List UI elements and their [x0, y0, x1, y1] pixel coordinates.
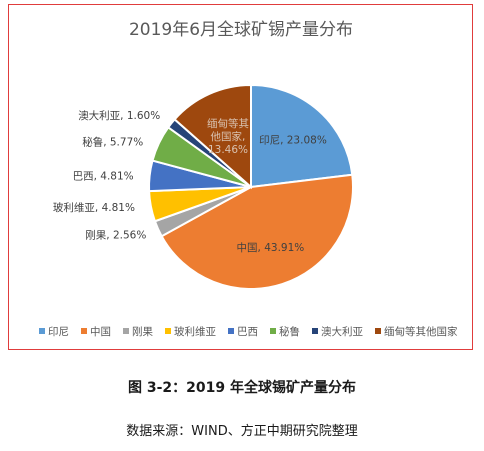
chart-frame: 2019年6月全球矿锡产量分布 印尼, 23.08% 中国, 43.91% 刚果, … — [8, 4, 473, 350]
legend-label-7: 缅甸等其他国家 — [384, 325, 458, 338]
data-label-7: 缅甸等其他国家, 13.46% — [207, 117, 249, 156]
legend-label-5: 秘鲁 — [279, 325, 300, 338]
data-label-1: 中国, 43.91% — [237, 241, 305, 254]
data-label-2: 刚果, 2.56% — [85, 229, 146, 241]
pie-slice-7 — [173, 83, 252, 190]
legend-swatch-5 — [270, 328, 276, 334]
data-label-5: 秘鲁, 5.77% — [82, 136, 143, 149]
legend-label-6: 澳大利亚 — [321, 325, 363, 338]
pie-chart: 2019年6月全球矿锡产量分布 印尼, 23.08% 中国, 43.91% 刚果, … — [39, 20, 458, 338]
figure-caption: 图 3-2：2019 年全球锡矿产量分布 — [127, 380, 356, 396]
legend-label-3: 玻利维亚 — [174, 325, 216, 338]
legend-swatch-6 — [312, 328, 318, 334]
legend-swatch-7 — [375, 328, 381, 334]
data-label-6: 澳大利亚, 1.60% — [78, 109, 160, 122]
data-label-0: 印尼, 23.08% — [259, 135, 327, 147]
pie-slice-1 — [160, 173, 354, 290]
legend-swatch-1 — [81, 328, 87, 334]
figure-source: 数据来源：WIND、方正中期研究院整理 — [126, 424, 358, 439]
legend-swatch-4 — [228, 328, 234, 334]
data-label-4: 巴西, 4.81% — [73, 170, 134, 182]
data-label-3: 玻利维亚, 4.81% — [53, 201, 135, 214]
legend-label-1: 中国 — [90, 325, 111, 338]
legend-label-0: 印尼 — [48, 326, 69, 338]
legend-label-2: 刚果 — [132, 326, 153, 338]
legend-swatch-0 — [39, 328, 45, 334]
legend-swatch-2 — [123, 328, 129, 334]
pie-slice-0 — [250, 83, 354, 189]
legend-label-4: 巴西 — [237, 326, 258, 338]
legend-swatch-3 — [165, 328, 171, 334]
chart-title: 2019年6月全球矿锡产量分布 — [129, 20, 353, 40]
